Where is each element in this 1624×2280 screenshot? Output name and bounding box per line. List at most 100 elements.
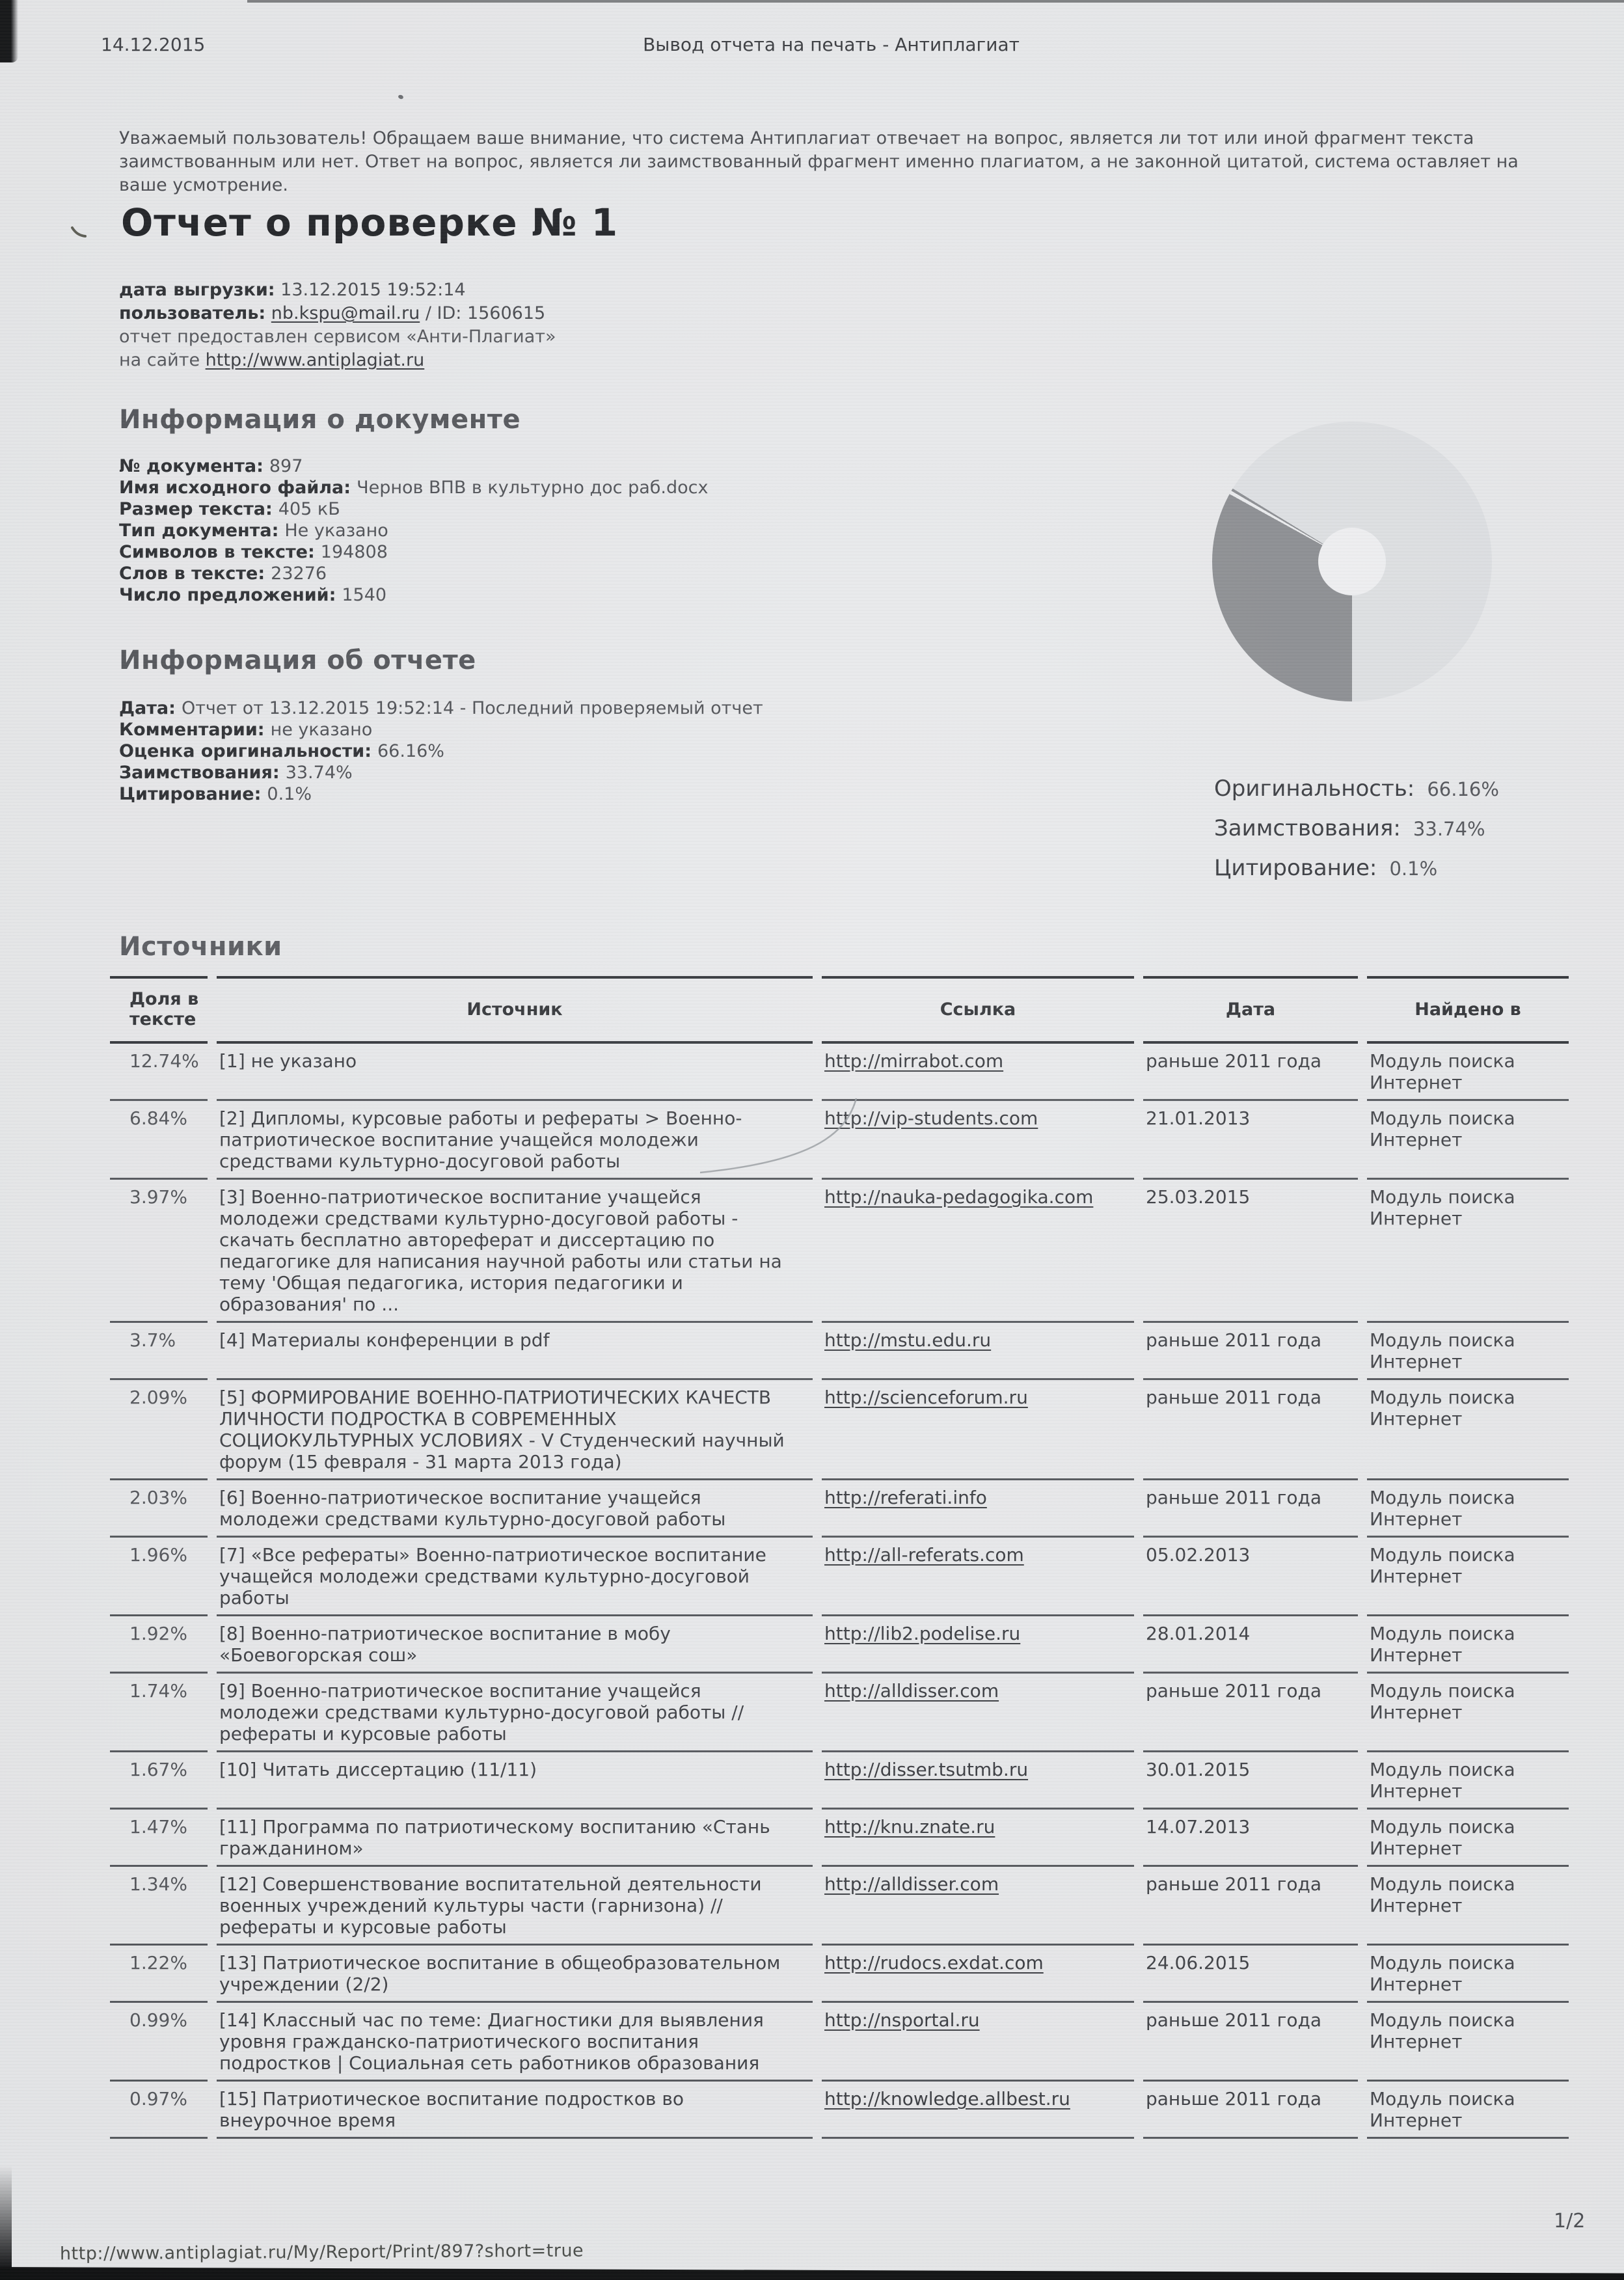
date-cell: 05.02.2013: [1143, 1536, 1358, 1614]
sources-table: Доля в тексте Источник Ссылка Дата Найде…: [101, 976, 1578, 2139]
sources-table-body: 12.74% [1] не указано http://mirrabot.com р…: [110, 1044, 1569, 2139]
source-url-link[interactable]: http://rudocs.exdat.com: [824, 1952, 1044, 1974]
table-row: 1.47% [11] Программа по патриотическому в…: [110, 1808, 1569, 1865]
source-text: [5] ФОРМИРОВАНИЕ ВОЕННО-ПАТРИОТИЧЕСКИХ К…: [219, 1387, 785, 1472]
source-text: [2] Дипломы, курсовые работы и рефераты …: [219, 1107, 742, 1172]
legend-label: Заимствования:: [1214, 815, 1401, 841]
source-url-link[interactable]: http://nsportal.ru: [824, 2009, 980, 2031]
share-cell: 1.92%: [110, 1614, 208, 1672]
source-url-link[interactable]: http://mirrabot.com: [824, 1050, 1004, 1072]
share-cell: 0.97%: [110, 2080, 208, 2139]
user-email-link[interactable]: nb.kspu@mail.ru: [271, 303, 420, 323]
date-cell: 28.01.2014: [1143, 1614, 1358, 1672]
found-in-cell: Модуль поиска Интернет: [1367, 2001, 1569, 2080]
source-cell: [9] Военно-патриотическое воспитание уча…: [217, 1672, 813, 1750]
legend-value: 33.74%: [1413, 818, 1485, 840]
source-cell: [10] Читать диссертацию (11/11): [217, 1750, 813, 1808]
doc-info-heading: Информация о документе: [119, 405, 521, 435]
share-cell: 3.7%: [110, 1321, 208, 1378]
date-cell: раньше 2011 года: [1143, 2001, 1358, 2080]
source-cell: [13] Патриотическое воспитание в общеобр…: [217, 1944, 813, 2001]
link-cell: http://all-referats.com: [822, 1536, 1134, 1614]
pie-chart: [1212, 422, 1492, 701]
source-url-link[interactable]: http://knu.znate.ru: [824, 1816, 995, 1838]
site-prefix: на сайте: [119, 350, 200, 370]
footer-url: http://www.antiplagiat.ru/My/Report/Prin…: [59, 2240, 584, 2264]
source-cell: [7] «Все рефераты» Военно-патриотическое…: [217, 1536, 813, 1614]
date-cell: 25.03.2015: [1143, 1178, 1358, 1321]
upload-date-value: 13.12.2015 19:52:14: [280, 280, 466, 300]
share-cell: 0.99%: [110, 2001, 208, 2080]
link-cell: http://nsportal.ru: [822, 2001, 1134, 2080]
source-url-link[interactable]: http://mstu.edu.ru: [824, 1329, 992, 1351]
doc-size-line: Размер текста: 405 кБ: [119, 498, 709, 520]
found-in-cell: Модуль поиска Интернет: [1367, 1808, 1569, 1865]
source-text: [13] Патриотическое воспитание в общеобр…: [219, 1952, 781, 1995]
doc-info-fields: № документа: 897 Имя исходного файла: Черн…: [119, 455, 709, 606]
table-row: 1.67% [10] Читать диссертацию (11/11) http…: [110, 1750, 1569, 1808]
legend-borrowings: Заимствования: 33.74%: [1214, 815, 1604, 841]
col-header-link: Ссылка: [822, 976, 1134, 1044]
field-label: Дата:: [119, 698, 176, 718]
source-text: [7] «Все рефераты» Военно-патриотическое…: [219, 1544, 766, 1608]
found-in-cell: Модуль поиска Интернет: [1367, 1478, 1569, 1536]
link-cell: http://lib2.podelise.ru: [822, 1614, 1134, 1672]
table-row: 12.74% [1] не указано http://mirrabot.com р…: [110, 1044, 1569, 1099]
found-in-cell: Модуль поиска Интернет: [1367, 1378, 1569, 1478]
source-url-link[interactable]: http://nauka-pedagogika.com: [824, 1186, 1094, 1208]
source-url-link[interactable]: http://alldisser.com: [824, 1680, 999, 1702]
print-date: 14.12.2015: [101, 34, 206, 55]
found-in-cell: Модуль поиска Интернет: [1367, 1614, 1569, 1672]
table-row: 1.22% [13] Патриотическое воспитание в об…: [110, 1944, 1569, 2001]
scanner-corner-bottom-left: [0, 2165, 12, 2270]
notice-paragraph: Уважаемый пользователь! Обращаем ваше вн…: [119, 128, 1519, 195]
table-row: 6.84% [2] Дипломы, курсовые работы и рефе…: [110, 1099, 1569, 1178]
table-row: 2.09% [5] ФОРМИРОВАНИЕ ВОЕННО-ПАТРИОТИЧЕС…: [110, 1378, 1569, 1478]
source-cell: [11] Программа по патриотическому воспит…: [217, 1808, 813, 1865]
source-text: [3] Военно-патриотическое воспитание уча…: [219, 1186, 782, 1315]
source-url-link[interactable]: http://all-referats.com: [824, 1544, 1024, 1566]
table-row: 1.74% [9] Военно-патриотическое воспитани…: [110, 1672, 1569, 1750]
share-cell: 1.47%: [110, 1808, 208, 1865]
meta-user-line: пользователь: nb.kspu@mail.ru / ID: 1560…: [119, 302, 556, 325]
source-text: [11] Программа по патриотическому воспит…: [219, 1816, 770, 1859]
field-value: 1540: [342, 585, 387, 605]
field-value: 405 кБ: [278, 499, 340, 519]
date-cell: 24.06.2015: [1143, 1944, 1358, 2001]
source-url-link[interactable]: http://scienceforum.ru: [824, 1387, 1028, 1408]
source-url-link[interactable]: http://lib2.podelise.ru: [824, 1623, 1021, 1644]
link-cell: http://knowledge.allbest.ru: [822, 2080, 1134, 2139]
share-cell: 1.74%: [110, 1672, 208, 1750]
source-url-link[interactable]: http://alldisser.com: [824, 1873, 999, 1895]
print-header: 14.12.2015 Вывод отчета на печать - Анти…: [101, 34, 1562, 60]
field-label: № документа:: [119, 456, 264, 476]
source-text: [4] Материалы конференции в pdf: [219, 1329, 550, 1351]
source-cell: [15] Патриотическое воспитание подростко…: [217, 2080, 813, 2139]
source-url-link[interactable]: http://knowledge.allbest.ru: [824, 2088, 1070, 2110]
field-value: 33.74%: [285, 763, 353, 783]
scanner-bottom-bar: [0, 2267, 1624, 2280]
found-in-cell: Модуль поиска Интернет: [1367, 1321, 1569, 1378]
source-url-link[interactable]: http://referati.info: [824, 1487, 987, 1508]
source-text: [10] Читать диссертацию (11/11): [219, 1759, 537, 1780]
antiplagiat-site-link[interactable]: http://www.antiplagiat.ru: [205, 350, 425, 370]
legend-citation: Цитирование: 0.1%: [1214, 855, 1604, 881]
report-originality-line: Оценка оригинальности: 66.16%: [119, 740, 763, 762]
scanner-top-edge: [247, 0, 1624, 3]
link-cell: http://mirrabot.com: [822, 1044, 1134, 1099]
field-value: Чернов ВПВ в культурно дос раб.docx: [357, 478, 709, 498]
source-url-link[interactable]: http://disser.tsutmb.ru: [824, 1759, 1029, 1780]
legend-label: Оригинальность:: [1214, 776, 1415, 802]
sources-table-wrap: Доля в тексте Источник Ссылка Дата Найде…: [101, 976, 1569, 2139]
share-cell: 1.34%: [110, 1865, 208, 1944]
field-value: 897: [269, 456, 303, 476]
link-cell: http://mstu.edu.ru: [822, 1321, 1134, 1378]
report-title: Отчет о проверке № 1: [121, 200, 619, 245]
source-url-link[interactable]: http://vip-students.com: [824, 1107, 1038, 1129]
found-in-cell: Модуль поиска Интернет: [1370, 1050, 1515, 1093]
field-value: не указано: [270, 720, 373, 740]
found-in-cell: Модуль поиска Интернет: [1367, 1536, 1569, 1614]
scanner-corner-top-left: [0, 0, 18, 62]
link-cell: http://scienceforum.ru: [822, 1378, 1134, 1478]
doc-number-line: № документа: 897: [119, 455, 709, 477]
